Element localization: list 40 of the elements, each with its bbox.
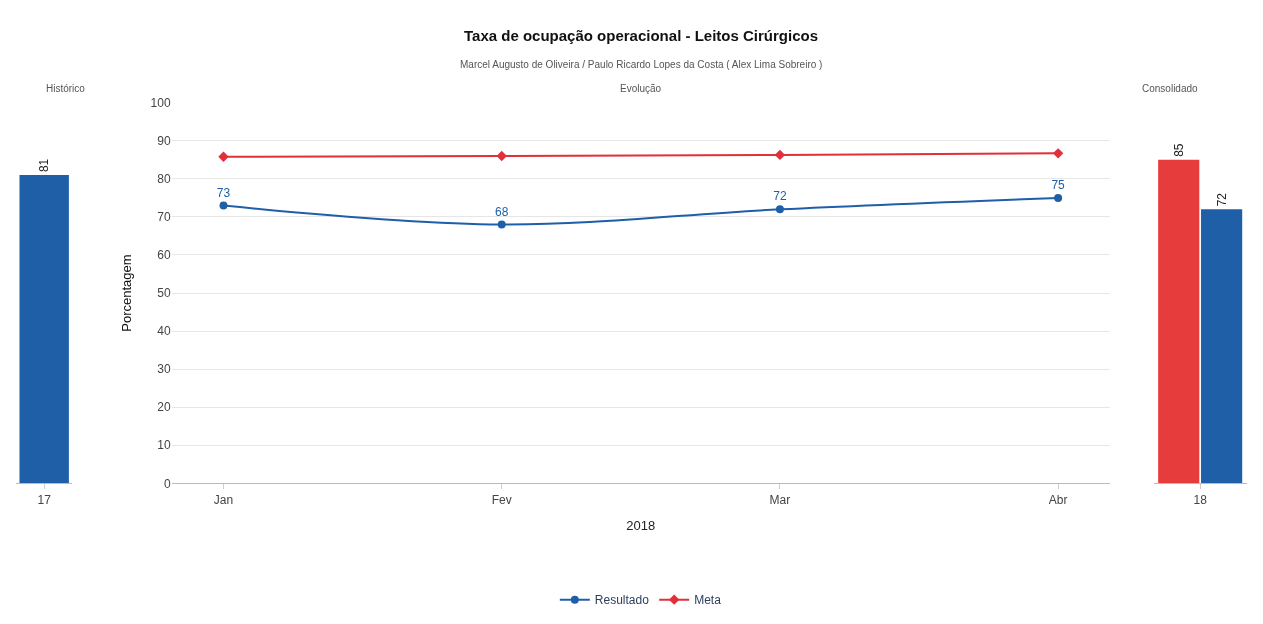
x-axis-title: 2018 xyxy=(626,518,656,534)
x-tick-label: Jan xyxy=(213,492,234,507)
x-tick-label: 18 xyxy=(1193,492,1208,507)
chart-subtitle: Marcel Augusto de Oliveira / Paulo Ricardo Lopes da Costa ( Alex Lima Sobreiro ) xyxy=(460,59,823,70)
text: Evolução xyxy=(620,83,662,94)
data-label: 68 xyxy=(495,204,509,219)
y-tick-label: 30 xyxy=(157,362,171,377)
y-axis-title: Porcentagem xyxy=(119,254,135,332)
point xyxy=(496,150,507,162)
point xyxy=(775,205,784,214)
x-tick-label: 17 xyxy=(37,492,52,507)
data-label: 85 xyxy=(1171,143,1186,157)
y-tick-label: 100 xyxy=(150,95,171,110)
data-label: 75 xyxy=(1051,177,1066,192)
data-label: 73 xyxy=(216,185,231,200)
y-tick-label: 50 xyxy=(157,286,171,301)
x-tick-label: Abr xyxy=(1048,492,1068,507)
x-tick-label: Mar xyxy=(769,492,791,507)
data-label: 81 xyxy=(37,158,52,173)
chart-title: Histórico xyxy=(46,83,86,94)
y-tick-label: 0 xyxy=(163,476,171,491)
y-tick-label: 70 xyxy=(157,210,171,225)
y-tick-label: 90 xyxy=(157,134,171,149)
legend-label: Resultado xyxy=(594,593,650,608)
data-label: 72 xyxy=(773,189,787,204)
point xyxy=(218,151,229,162)
y-tick-label: 10 xyxy=(157,438,171,453)
y-tick-label: 20 xyxy=(157,400,171,415)
data-label: 72 xyxy=(1214,192,1229,207)
x-tick-label: Fev xyxy=(491,492,512,507)
point xyxy=(497,220,506,229)
point xyxy=(1052,148,1064,159)
chart-title: Taxa de ocupação operacional - Leitos Cirúrgicos xyxy=(464,27,818,44)
y-tick-label: 80 xyxy=(157,172,171,187)
y-tick-label: 40 xyxy=(157,324,171,339)
y-tick-label: 60 xyxy=(157,248,171,263)
point xyxy=(1054,193,1063,202)
legend-label: Meta xyxy=(694,593,722,608)
chart-title: Consolidado xyxy=(1142,83,1199,94)
point xyxy=(219,201,228,210)
